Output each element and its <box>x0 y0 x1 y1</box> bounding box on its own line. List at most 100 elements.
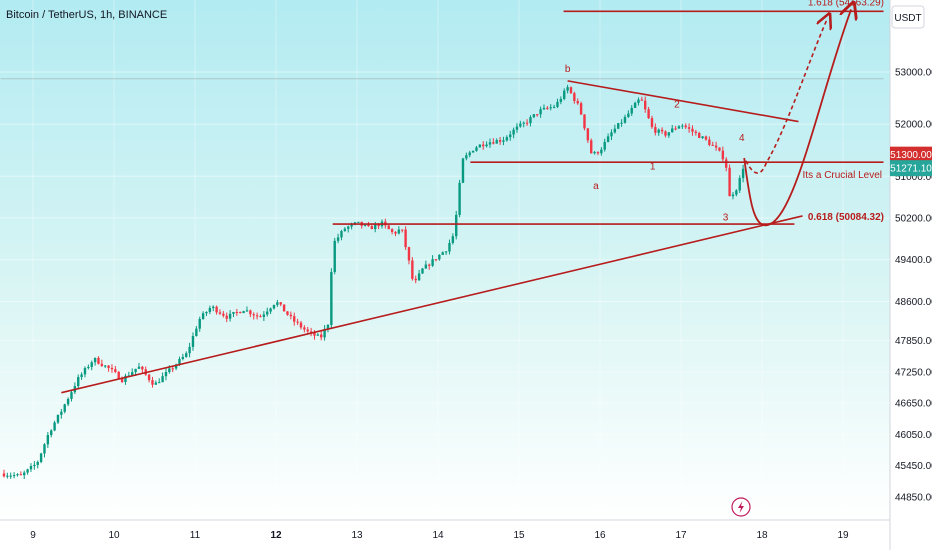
candle-body <box>222 313 225 316</box>
rising-trendline <box>61 215 803 394</box>
candle-body <box>131 372 134 376</box>
candle-body <box>691 128 694 132</box>
candle-body <box>19 474 23 476</box>
svg-text:USDT: USDT <box>894 13 921 24</box>
currency-button[interactable]: USDT <box>891 5 925 29</box>
price-badge <box>890 146 932 163</box>
candle-body <box>414 278 417 281</box>
time-tick-label: 12 <box>270 530 282 541</box>
candle-body <box>509 134 512 138</box>
candle-body <box>401 229 404 231</box>
candle-body <box>488 142 492 145</box>
time-tick-label: 19 <box>837 530 849 541</box>
candle-body <box>714 145 718 148</box>
candle-body <box>77 377 80 387</box>
candle-body <box>235 312 239 314</box>
candle-body <box>255 315 259 317</box>
candle-body <box>87 366 90 369</box>
candle-body <box>259 316 262 318</box>
candle-body <box>542 107 546 110</box>
candle-body <box>333 240 336 273</box>
wave-label-4: 4 <box>739 133 745 144</box>
candle-body <box>721 150 725 160</box>
candle-body <box>428 264 431 266</box>
candle-body <box>654 127 657 133</box>
candle-body <box>262 314 266 317</box>
candle-body <box>191 336 195 347</box>
candle-body <box>498 140 502 142</box>
candle-body <box>53 422 56 431</box>
candle-body <box>309 331 313 333</box>
candle-body <box>39 453 43 462</box>
time-scale[interactable]: 9 10 11 12 13 14 15 16 17 18 19 <box>30 530 849 541</box>
candle-body <box>161 376 164 383</box>
candle-body <box>90 362 93 367</box>
candle-body <box>299 322 303 328</box>
candle-body <box>26 469 29 473</box>
candle-body <box>272 304 276 309</box>
candle-body <box>225 315 228 319</box>
candle-body <box>168 368 171 373</box>
candle-body <box>458 182 461 215</box>
candle-body <box>171 368 174 370</box>
candle-body <box>549 107 552 109</box>
candle-body <box>350 224 353 227</box>
fib-1618-label: 1.618 (54163.29) <box>808 0 884 8</box>
candle-body <box>6 475 9 477</box>
candle-body <box>681 125 684 127</box>
candle-body <box>178 358 181 365</box>
candle-body <box>363 224 367 226</box>
candle-body <box>164 372 168 377</box>
candle-body <box>387 225 390 230</box>
candle-body <box>576 101 579 104</box>
candle-body <box>93 357 97 363</box>
time-tick-label: 18 <box>756 530 768 541</box>
candle-body <box>664 131 667 136</box>
candle-body <box>444 251 448 253</box>
candle-body <box>357 221 360 223</box>
candle-body <box>124 375 127 383</box>
price-badge-label: 51300.00 <box>890 150 932 161</box>
candle-body <box>185 353 188 357</box>
projection-solid-path <box>743 9 851 227</box>
lightning-icon[interactable] <box>731 497 751 517</box>
candle-body <box>515 126 519 130</box>
price-tick-label: 47850.00 <box>895 336 932 347</box>
candle-body <box>33 464 36 467</box>
candle-body <box>134 368 137 373</box>
candle-body <box>735 190 738 195</box>
candle-body <box>63 404 66 412</box>
price-tick-label: 47250.00 <box>895 367 932 378</box>
candle-body <box>316 334 320 336</box>
candle-body <box>566 87 569 91</box>
price-tick-label: 46650.00 <box>895 399 932 410</box>
price-tick-label: 52000.00 <box>895 120 932 131</box>
candle-body <box>215 306 218 313</box>
candle-body <box>353 222 357 225</box>
price-tick-label: 46050.00 <box>895 430 932 441</box>
candle-body <box>117 371 120 380</box>
wave-label-3: 3 <box>723 213 729 224</box>
candle-body <box>731 194 735 197</box>
candle-body <box>232 312 235 314</box>
candle-body <box>505 137 509 141</box>
candle-body <box>640 99 644 101</box>
candle-body <box>525 122 529 124</box>
candle-body <box>441 252 444 255</box>
candle-body <box>671 128 674 133</box>
price-tick-label: 44850.00 <box>895 493 932 504</box>
candle-body <box>593 152 596 154</box>
wave-label-b: b <box>565 64 571 75</box>
price-scale[interactable]: 53000.00 52000.00 51000.00 50200.00 49400.00… <box>895 68 932 504</box>
candle-body <box>56 414 60 423</box>
candle-body <box>252 314 255 316</box>
candle-body <box>154 382 158 385</box>
time-tick-label: 10 <box>108 530 120 541</box>
candle-body <box>563 90 566 99</box>
candle-body <box>80 374 83 378</box>
candle-body <box>492 142 495 144</box>
candle-body <box>114 369 117 372</box>
candle-body <box>417 273 421 281</box>
